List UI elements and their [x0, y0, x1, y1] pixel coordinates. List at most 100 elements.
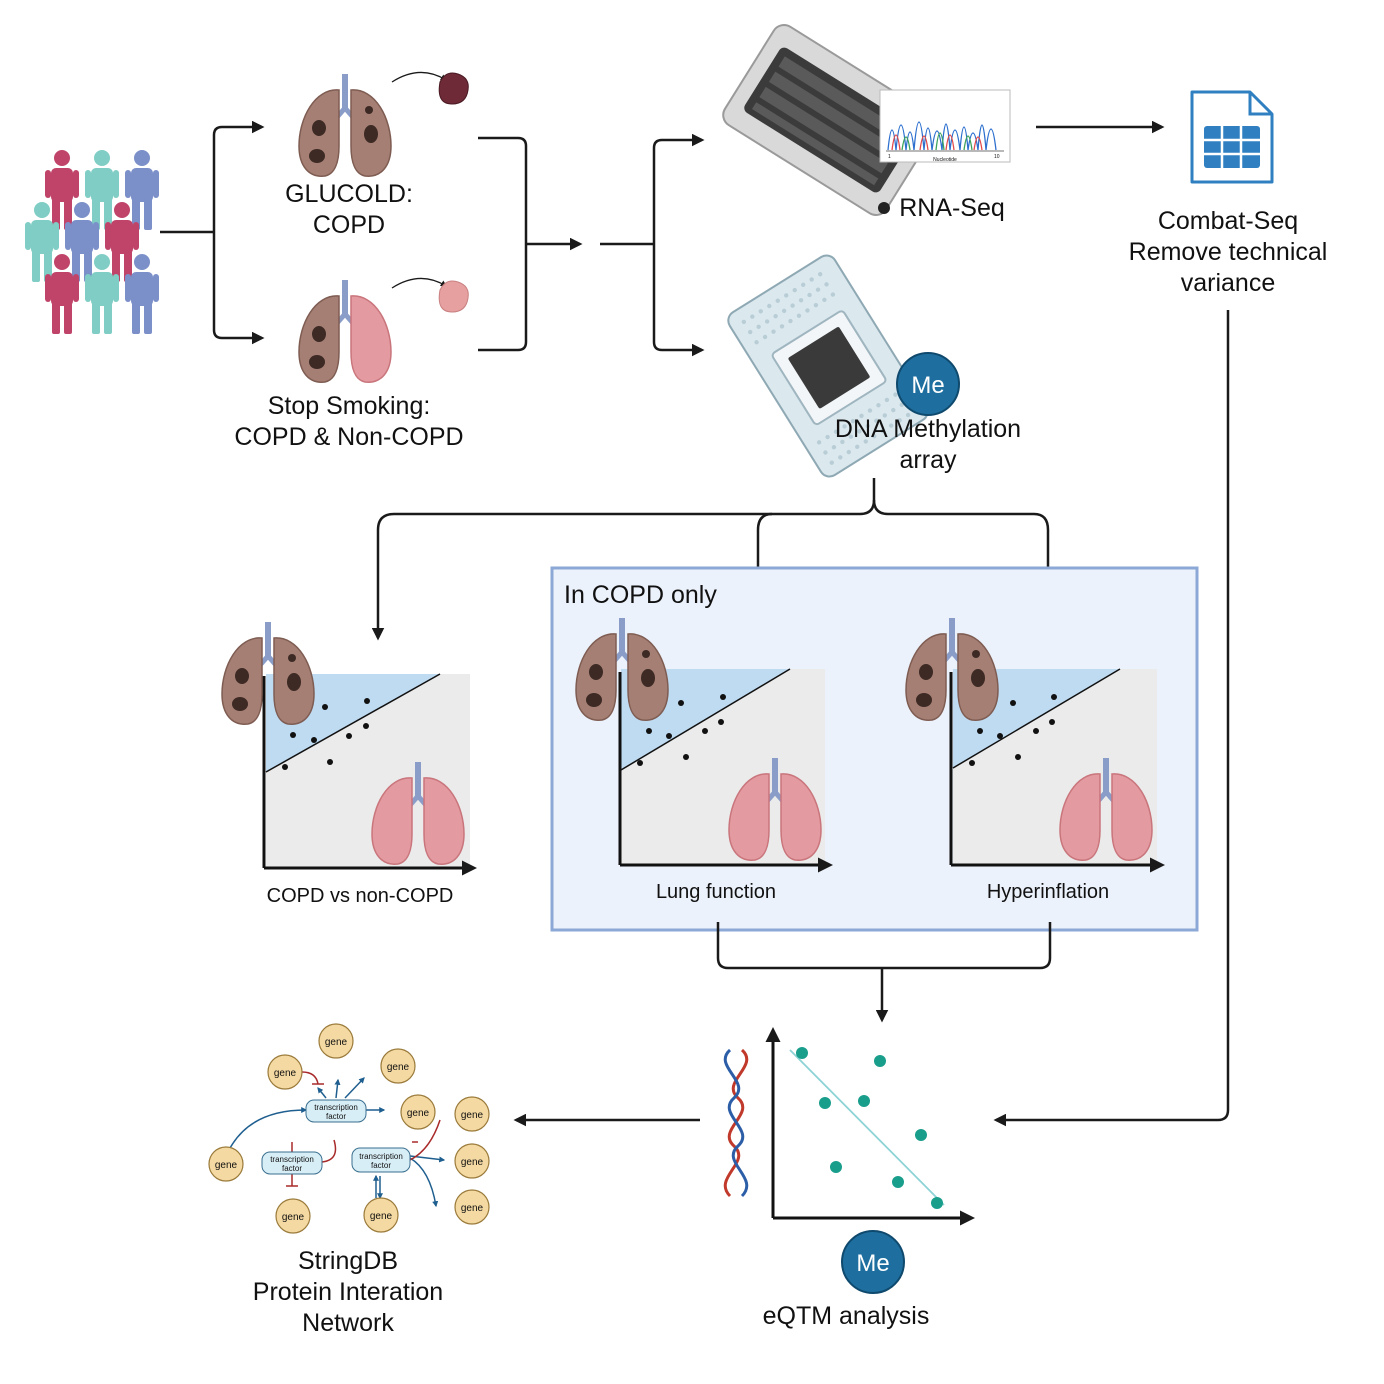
eqtm-badge	[841, 1230, 905, 1294]
plot-point	[646, 728, 652, 734]
panel-merge-connector	[716, 922, 1052, 1023]
plot-point	[311, 737, 317, 743]
gene-node	[454, 1189, 490, 1225]
methylation-array-chip-icon	[727, 254, 929, 478]
biopsy-arrow	[391, 71, 448, 83]
plot-point	[1033, 728, 1039, 734]
methylation-title: DNA Methylation	[835, 415, 1021, 443]
plot-point	[718, 719, 724, 725]
plot-point	[720, 694, 726, 700]
tf-label-line1: transcription	[314, 1103, 358, 1112]
eqtm-point	[796, 1047, 808, 1059]
tf-node: transcription factor	[261, 1151, 323, 1175]
plot-point	[969, 760, 975, 766]
gene-node	[267, 1054, 303, 1090]
people-group-icon	[25, 150, 159, 334]
plot-point	[322, 704, 328, 710]
eqtm-plot	[765, 1027, 975, 1226]
tf-label-line2: factor	[282, 1164, 302, 1173]
eqtm-badge-text: Me	[856, 1250, 889, 1277]
lung-function-plot	[576, 618, 833, 873]
combat-title: Combat-Seq	[1158, 207, 1298, 235]
methylation-subtitle: array	[900, 446, 957, 474]
network-title: StringDB	[298, 1247, 398, 1275]
healthy-tissue-icon	[438, 280, 469, 313]
studies-merge-connector	[478, 136, 583, 352]
plot-point	[363, 723, 369, 729]
chromatogram-xlabel: Nucleotide	[933, 157, 957, 163]
tf-label-line2: factor	[326, 1112, 346, 1121]
stop-smoking-title: Stop Smoking:	[268, 392, 431, 420]
glucold-lung-icon	[299, 74, 391, 176]
plot-point	[290, 732, 296, 738]
plot-point	[364, 698, 370, 704]
gene-label: gene	[461, 1110, 484, 1121]
cohort-split-connector	[160, 120, 265, 345]
hyperinflation-label: Hyperinflation	[987, 881, 1109, 903]
network-subtitle-1: Protein Interation	[253, 1278, 443, 1306]
eqtm-point	[931, 1197, 943, 1209]
glucold-subtitle: COPD	[313, 211, 385, 239]
chromatogram-tick-end: 10	[994, 154, 1000, 160]
eqtm-point	[874, 1055, 886, 1067]
hyperinflation-plot	[906, 618, 1165, 873]
plot-point	[997, 733, 1003, 739]
copd-tissue-icon	[438, 72, 469, 105]
glucold-title: GLUCOLD:	[285, 180, 413, 208]
tf-label-line2: factor	[371, 1161, 391, 1170]
gene-node	[275, 1198, 311, 1234]
plot-point	[702, 728, 708, 734]
gene-node	[363, 1197, 399, 1233]
tf-label-line1: transcription	[359, 1152, 403, 1161]
gene-label: gene	[407, 1108, 430, 1119]
gene-node	[318, 1023, 354, 1059]
analysis-split-connector	[371, 478, 1055, 641]
gene-node	[454, 1143, 490, 1179]
combat-subtitle-2: variance	[1181, 269, 1276, 297]
plot-point	[1049, 719, 1055, 725]
dna-helix-icon	[723, 1048, 749, 1198]
gene-node	[400, 1094, 436, 1130]
stop-smoking-lung-icon	[299, 280, 391, 382]
plot-point	[1015, 754, 1021, 760]
eqtm-point	[830, 1161, 842, 1173]
plot-point	[1010, 700, 1016, 706]
rnaseq-label: RNA-Seq	[899, 194, 1005, 222]
gene-label: gene	[282, 1212, 305, 1223]
methylation-badge-text: Me	[911, 372, 944, 399]
sequencing-flowcell-icon	[722, 24, 938, 216]
spreadsheet-document-icon	[1190, 90, 1274, 184]
combat-to-eqtm-arrow	[993, 310, 1230, 1127]
tf-label-line1: transcription	[270, 1155, 314, 1164]
plot-point	[637, 760, 643, 766]
eqtm-point	[915, 1129, 927, 1141]
copd-vs-noncopd-label: COPD vs non-COPD	[267, 885, 454, 907]
tf-node: transcription factor	[351, 1147, 411, 1173]
plot-point	[977, 728, 983, 734]
plot-point	[666, 733, 672, 739]
biopsy-arrow-2	[391, 277, 448, 289]
gene-label: gene	[461, 1157, 484, 1168]
gene-label: gene	[461, 1203, 484, 1214]
gene-label: gene	[215, 1160, 238, 1171]
eqtm-label: eQTM analysis	[763, 1302, 930, 1330]
protein-network: transcription factor transcription facto…	[208, 1023, 490, 1234]
copd-vs-noncopd-plot	[222, 622, 477, 876]
combat-subtitle-1: Remove technical	[1129, 238, 1328, 266]
eqtm-point	[819, 1097, 831, 1109]
plot-point	[282, 764, 288, 770]
gene-label: gene	[274, 1068, 297, 1079]
gene-label: gene	[387, 1062, 410, 1073]
chromatogram-tick-start: 1	[888, 154, 891, 160]
plot-point	[346, 733, 352, 739]
gene-node	[380, 1048, 416, 1084]
methylation-badge	[896, 352, 960, 416]
plot-point	[327, 759, 333, 765]
eqtm-point	[858, 1095, 870, 1107]
gene-label: gene	[370, 1211, 393, 1222]
plot-point	[1051, 694, 1057, 700]
gene-label: gene	[325, 1037, 348, 1048]
chromatogram-icon: 1 Nucleotide 10	[879, 89, 1011, 163]
